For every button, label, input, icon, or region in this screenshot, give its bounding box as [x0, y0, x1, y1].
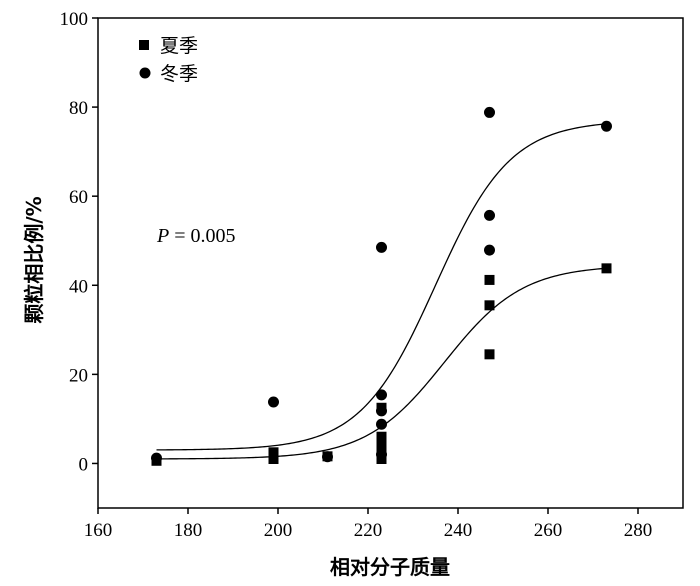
data-point-winter: [376, 418, 387, 430]
x-tick-label: 280: [624, 520, 653, 541]
legend-marker-winter: [139, 67, 151, 79]
data-point-winter: [484, 106, 495, 118]
p-value-annotation: P = 0.005: [156, 225, 236, 247]
data-point-summer: [376, 438, 387, 449]
fit-curve-winter: [156, 123, 607, 451]
data-point-winter: [268, 396, 279, 408]
data-point-summer: [484, 274, 495, 285]
data-point-winter: [484, 244, 495, 256]
y-tick-label: 40: [69, 276, 88, 297]
y-axis-title: 颗粒相比例/%: [22, 196, 46, 323]
legend-label-winter: 冬季: [160, 63, 198, 85]
x-axis-title: 相对分子质量: [330, 555, 450, 579]
data-point-winter: [376, 389, 387, 401]
legend-marker-summer: [139, 40, 149, 50]
x-tick-label: 160: [84, 520, 113, 541]
x-axis-ticks: 160 180 200 220 240 260 280: [84, 508, 653, 541]
legend: 夏季 冬季: [139, 35, 198, 85]
data-point-winter: [322, 451, 333, 463]
plot-area: [97, 17, 684, 509]
data-points: [151, 106, 612, 466]
y-tick-label: 100: [60, 9, 89, 30]
data-point-winter: [151, 452, 162, 464]
data-point-summer: [268, 447, 279, 458]
data-point-winter: [484, 209, 495, 221]
data-point-summer: [376, 431, 387, 442]
data-point-winter: [376, 405, 387, 417]
data-point-summer: [601, 263, 612, 274]
legend-label-summer: 夏季: [160, 35, 198, 57]
x-tick-label: 260: [534, 520, 563, 541]
data-point-summer: [484, 349, 495, 360]
data-point-winter: [376, 449, 387, 461]
data-point-winter: [376, 241, 387, 253]
p-value-text: = 0.005: [169, 225, 235, 247]
p-value-symbol: P: [156, 225, 169, 247]
data-point-summer: [484, 300, 495, 311]
plot-frame: [97, 17, 684, 509]
y-axis-ticks: 0 20 40 60 80 100: [60, 9, 98, 475]
x-tick-label: 240: [444, 520, 473, 541]
y-tick-label: 60: [69, 187, 88, 208]
y-tick-label: 20: [69, 365, 88, 386]
x-tick-label: 180: [174, 520, 203, 541]
y-tick-label: 80: [69, 98, 88, 119]
x-tick-label: 220: [354, 520, 383, 541]
fit-curve-summer: [156, 267, 607, 460]
y-tick-label: 0: [79, 454, 89, 475]
data-point-winter: [601, 120, 612, 132]
x-tick-label: 200: [264, 520, 293, 541]
